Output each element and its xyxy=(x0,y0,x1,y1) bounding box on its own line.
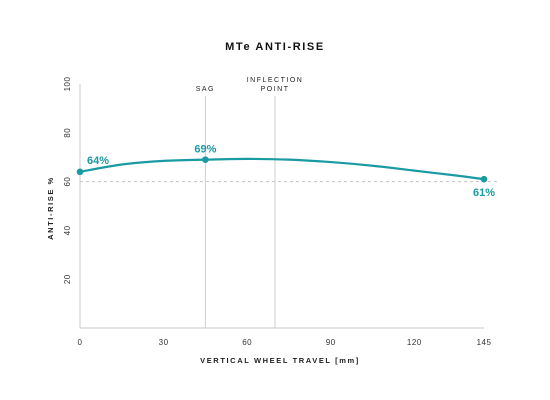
x-axis-label: VERTICAL WHEEL TRAVEL [mm] xyxy=(200,356,360,365)
data-point xyxy=(202,156,209,163)
data-point xyxy=(76,168,84,176)
y-tick-label: 100 xyxy=(63,77,72,92)
tick-labels: 0 30 60 90 120 145 20 40 60 80 100 xyxy=(63,77,491,347)
x-tick-label: 30 xyxy=(159,338,169,347)
x-tick-label: 60 xyxy=(242,338,252,347)
y-tick-label: 40 xyxy=(63,225,72,235)
axes xyxy=(79,84,484,329)
data-label: 61% xyxy=(473,187,495,199)
data-labels: 64% 69% 61% xyxy=(76,144,495,199)
marker-label: SAG xyxy=(196,86,215,93)
marker-lines: SAG INFLECTION POINT xyxy=(196,77,304,328)
series-group xyxy=(79,157,485,181)
x-tick-label: 90 xyxy=(326,338,336,347)
x-tick-label: 145 xyxy=(477,338,492,347)
data-label: 64% xyxy=(87,155,109,167)
data-point xyxy=(480,175,488,183)
x-tick-label: 120 xyxy=(407,338,422,347)
marker-label: INFLECTION xyxy=(247,77,304,84)
y-tick-label: 80 xyxy=(63,128,72,138)
y-axis-label: ANTI-RISE % xyxy=(46,176,55,240)
x-tick-label: 0 xyxy=(78,338,83,347)
chart-title: MTe ANTI-RISE xyxy=(225,41,325,53)
anti-rise-curve xyxy=(79,157,485,181)
y-tick-label: 20 xyxy=(63,274,72,284)
marker-label: POINT xyxy=(261,86,290,93)
y-tick-label: 60 xyxy=(63,177,72,187)
data-label: 69% xyxy=(194,144,216,156)
